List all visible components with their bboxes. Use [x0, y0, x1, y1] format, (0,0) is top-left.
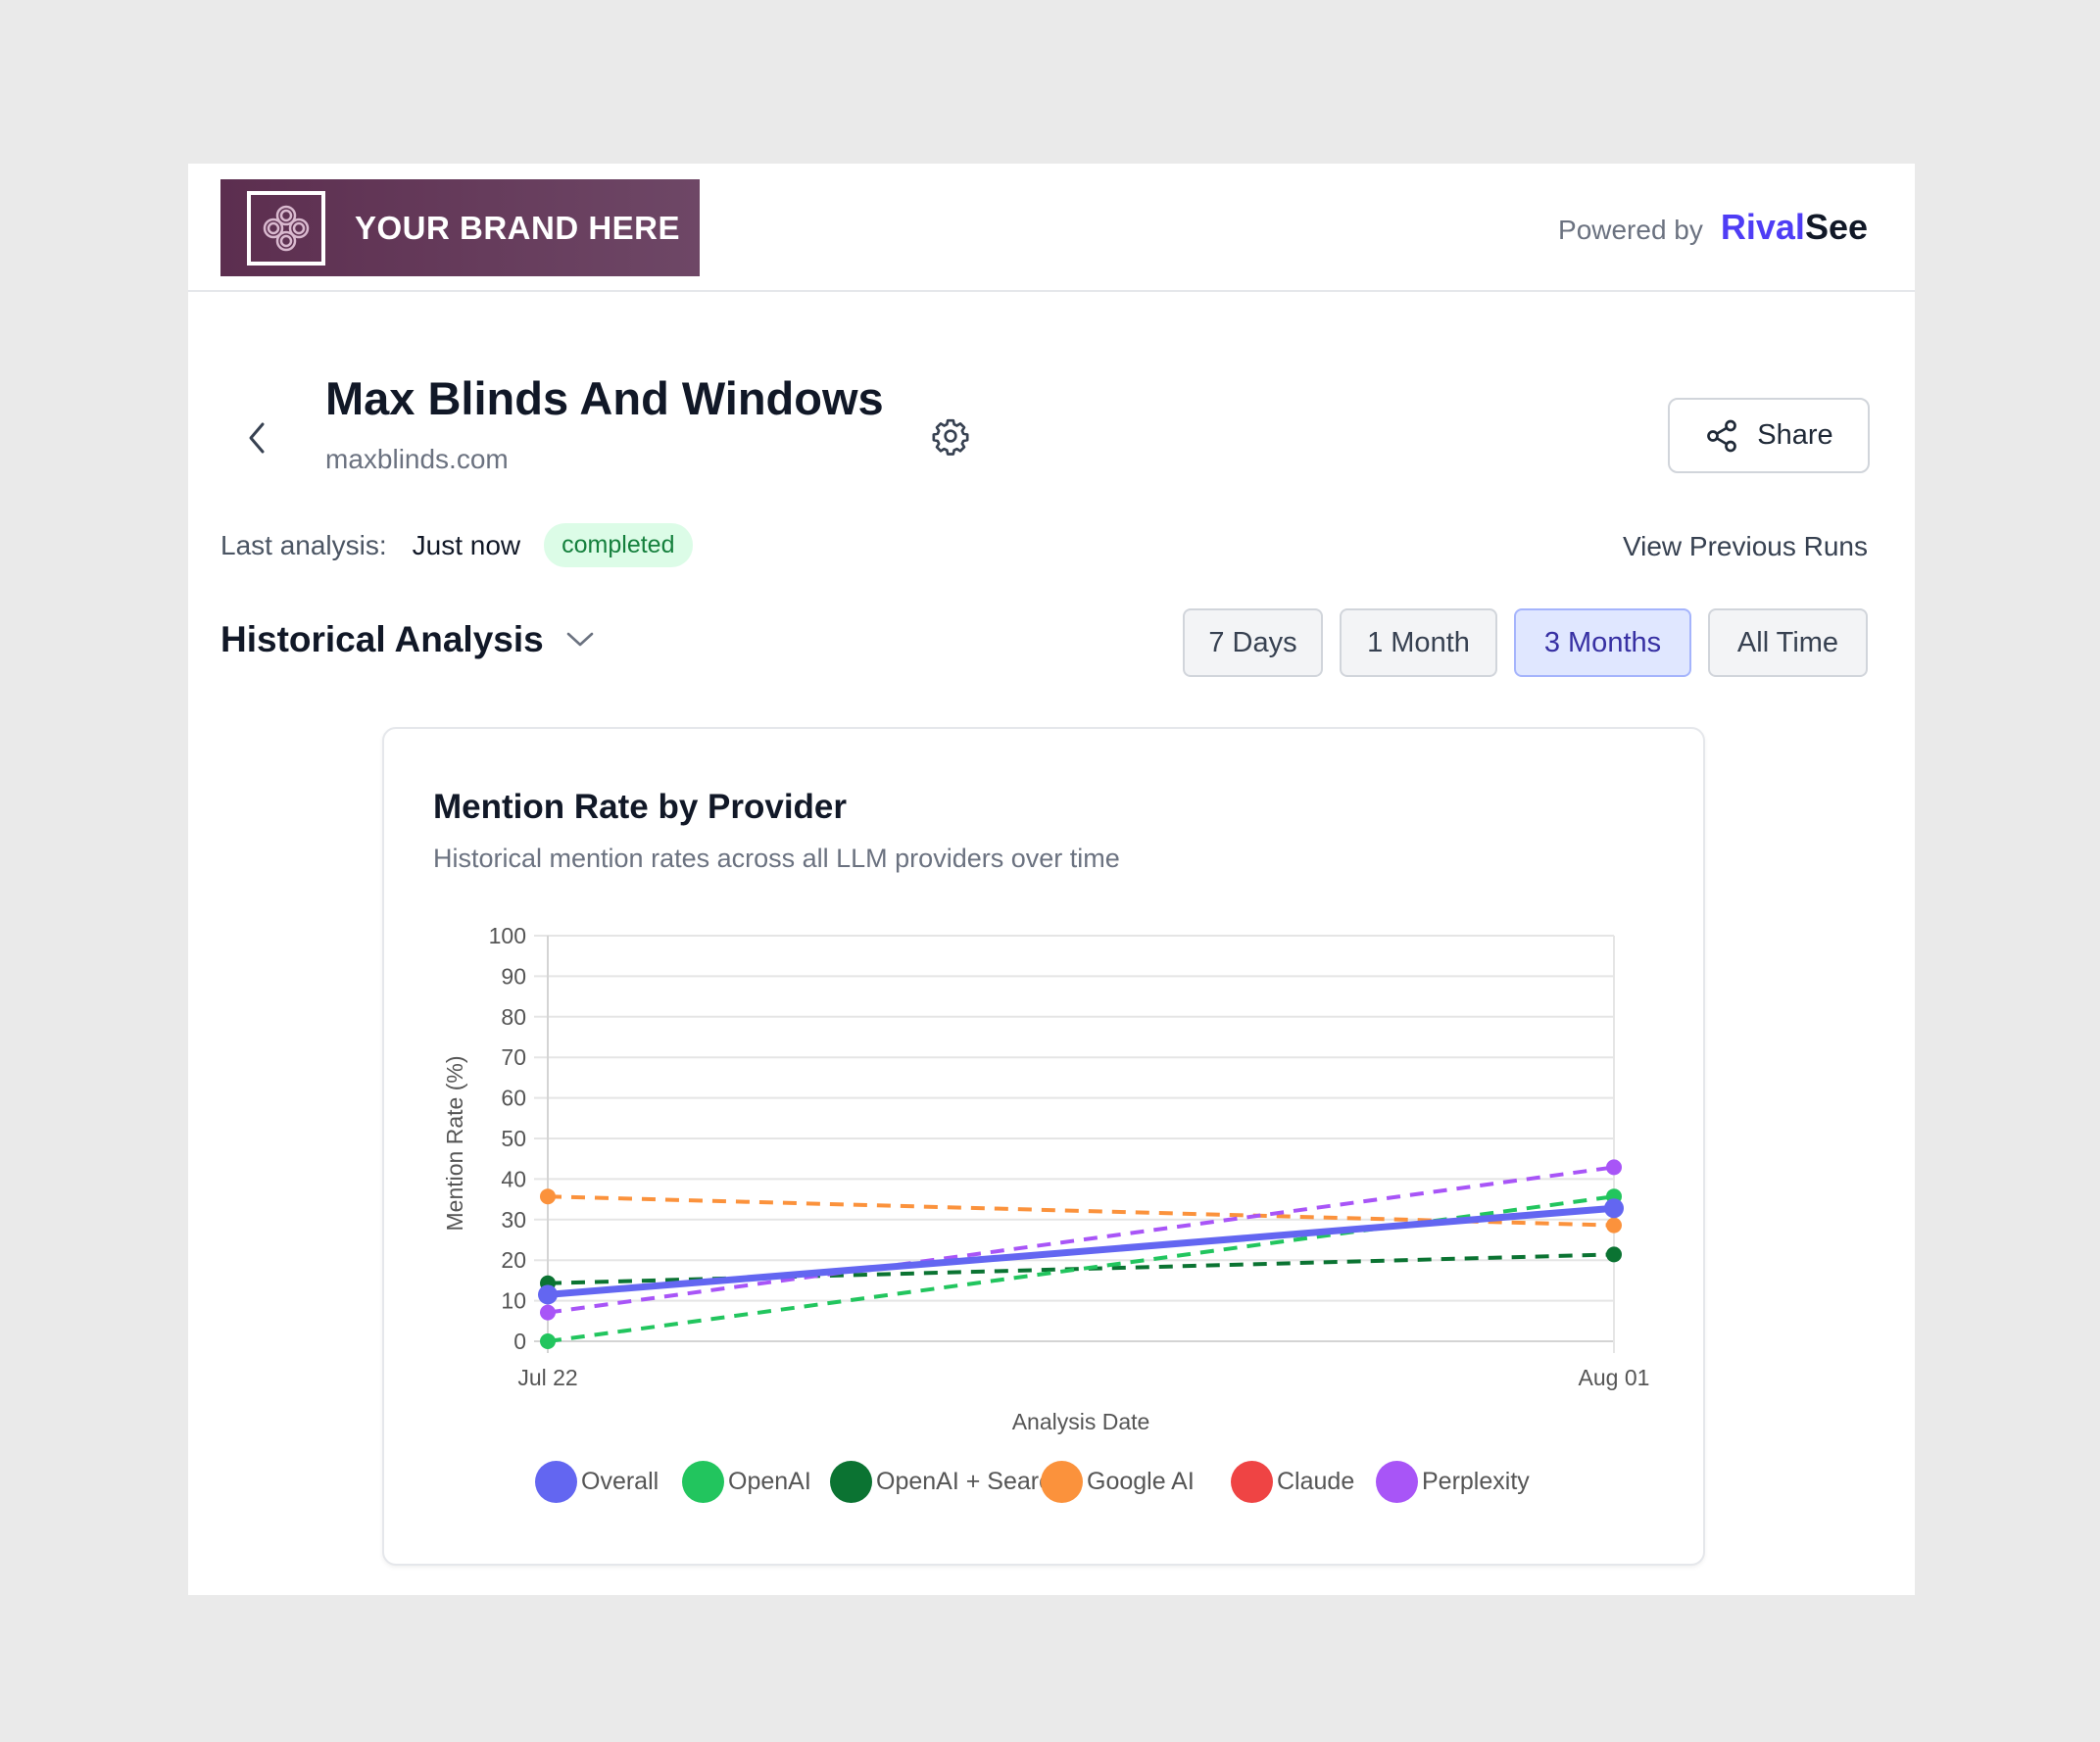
- company-name: Max Blinds And Windows: [325, 372, 884, 424]
- main-panel: YOUR BRAND HERE Powered by Rival See Max …: [188, 164, 1915, 1595]
- legend-label: OpenAI: [728, 1468, 811, 1495]
- legend-swatch-icon: [682, 1461, 724, 1503]
- rivalsee-logo-part1: Rival: [1720, 207, 1805, 247]
- last-analysis-value: Just now: [412, 529, 521, 560]
- legend-label: Perplexity: [1422, 1468, 1530, 1495]
- last-analysis-label: Last analysis:: [220, 529, 387, 560]
- data-point: [1606, 1217, 1622, 1234]
- chart-card: Mention Rate by Provider Historical ment…: [382, 727, 1705, 1566]
- y-tick-label: 30: [501, 1207, 526, 1233]
- brand-logo: YOUR BRAND HERE: [220, 179, 700, 276]
- series-line: [547, 1204, 1615, 1298]
- legend-swatch-icon: [1376, 1461, 1418, 1503]
- data-point: [538, 1284, 558, 1305]
- range-1-month[interactable]: 1 Month: [1340, 608, 1497, 677]
- brand-text: YOUR BRAND HERE: [355, 209, 681, 246]
- data-point: [1606, 1159, 1622, 1176]
- share-label: Share: [1757, 419, 1833, 451]
- top-bar: YOUR BRAND HERE Powered by Rival See: [188, 164, 1915, 292]
- legend-item[interactable]: Google AI: [1041, 1461, 1195, 1503]
- y-tick-label: 60: [501, 1086, 526, 1111]
- status-badge: completed: [544, 523, 693, 567]
- legend-swatch-icon: [1041, 1461, 1083, 1503]
- back-button[interactable]: [242, 418, 271, 458]
- y-tick-label: 0: [513, 1329, 526, 1354]
- legend-item[interactable]: OpenAI: [682, 1461, 811, 1503]
- x-tick-label: Aug 01: [1579, 1365, 1650, 1390]
- data-point: [1606, 1246, 1622, 1263]
- legend-label: OpenAI + Search: [876, 1468, 1065, 1495]
- legend-item[interactable]: Claude: [1231, 1461, 1354, 1503]
- chevron-down-icon: [566, 632, 594, 647]
- legend-item[interactable]: Overall: [535, 1461, 659, 1503]
- y-tick-label: 90: [501, 963, 526, 989]
- brand-knot-icon: [247, 190, 325, 266]
- range-7-days[interactable]: 7 Days: [1183, 608, 1323, 677]
- y-tick-label: 70: [501, 1044, 526, 1070]
- y-tick-label: 10: [501, 1288, 526, 1314]
- y-tick-label: 40: [501, 1166, 526, 1191]
- powered-by-label: Powered by: [1558, 215, 1703, 245]
- legend-label: Claude: [1277, 1468, 1355, 1495]
- y-axis-label: Mention Rate (%): [442, 1056, 467, 1232]
- view-previous-runs-link[interactable]: View Previous Runs: [1622, 531, 1868, 561]
- legend-label: Overall: [581, 1468, 659, 1495]
- data-point: [540, 1304, 556, 1321]
- legend-swatch-icon: [1231, 1461, 1273, 1503]
- legend-swatch-icon: [535, 1461, 577, 1503]
- series-line: [547, 1194, 1615, 1228]
- section-title: Historical Analysis: [220, 619, 544, 659]
- rivalsee-logo-part2: See: [1804, 207, 1868, 247]
- range-3-months[interactable]: 3 Months: [1514, 608, 1691, 677]
- y-tick-label: 100: [489, 923, 526, 948]
- legend-swatch-icon: [830, 1461, 872, 1503]
- share-button[interactable]: Share: [1668, 398, 1870, 473]
- data-point: [540, 1333, 556, 1349]
- y-tick-label: 80: [501, 1004, 526, 1030]
- line-chart: 0 10 20 30 40 50 60 70 80 90 100 Jul 22 Aug 01 Analys…: [442, 923, 1650, 1434]
- y-tick-label: 50: [501, 1126, 526, 1151]
- settings-button[interactable]: [931, 416, 970, 456]
- chart-subtitle: Historical mention rates across all LLM …: [433, 844, 1120, 873]
- chart-title: Mention Rate by Provider: [433, 788, 848, 826]
- powered-by: Powered by Rival See: [1558, 207, 1868, 248]
- series-line: [547, 1165, 1615, 1315]
- company-domain: maxblinds.com: [325, 444, 509, 474]
- y-tick-label: 20: [501, 1247, 526, 1273]
- time-range-selector: 7 Days 1 Month 3 Months All Time: [1183, 608, 1868, 677]
- x-tick-label: Jul 22: [517, 1365, 577, 1390]
- gear-icon: [932, 418, 969, 456]
- chevron-left-icon: [249, 422, 265, 454]
- legend-item[interactable]: Perplexity: [1376, 1461, 1530, 1503]
- legend-label: Google AI: [1087, 1468, 1195, 1495]
- data-point: [540, 1188, 556, 1205]
- share-icon: [1707, 419, 1737, 452]
- range-all-time[interactable]: All Time: [1708, 608, 1868, 677]
- x-axis-label: Analysis Date: [1012, 1409, 1150, 1434]
- legend-item[interactable]: OpenAI + Search: [830, 1461, 1064, 1503]
- last-analysis-row: Last analysis: Just now completed: [220, 523, 693, 567]
- data-point: [1604, 1198, 1624, 1219]
- historical-analysis-toggle[interactable]: Historical Analysis: [220, 619, 595, 660]
